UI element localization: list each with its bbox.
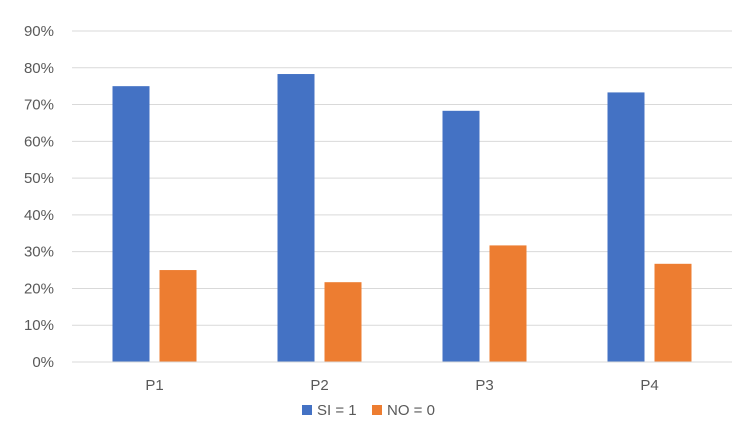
x-tick-label: P4 [640,377,658,394]
y-tick-label: 50% [24,170,54,187]
bar-p3-series-1 [489,245,527,362]
y-tick-label: 40% [24,207,54,224]
y-axis-tick-labels: 0% 10% 20% 30% 40% 50% 60% 70% 80% 90% [24,23,54,371]
y-tick-label: 10% [24,317,54,334]
bars [112,74,692,363]
y-tick-label: 90% [24,23,54,40]
legend-label-si: SI = 1 [317,402,357,419]
legend: SI = 1 NO = 0 [302,402,435,419]
legend-swatch-no [372,405,382,415]
bar-p1-series-0 [112,86,150,363]
y-tick-label: 60% [24,133,54,150]
y-tick-label: 70% [24,97,54,114]
y-tick-label: 80% [24,60,54,77]
bar-p3-series-0 [442,110,480,363]
y-tick-label: 0% [32,354,54,371]
legend-swatch-si [302,405,312,415]
x-tick-label: P1 [145,377,163,394]
legend-label-no: NO = 0 [387,402,435,419]
x-axis-tick-labels: P1 P2 P3 P4 [145,377,658,394]
bar-p2-series-1 [324,282,362,362]
x-tick-label: P3 [475,377,493,394]
bar-p4-series-1 [654,263,692,362]
bar-p4-series-0 [607,92,645,363]
y-tick-label: 30% [24,244,54,261]
bar-p1-series-1 [159,270,197,362]
x-tick-label: P2 [310,377,328,394]
y-tick-label: 20% [24,280,54,297]
bar-p2-series-0 [277,74,315,362]
